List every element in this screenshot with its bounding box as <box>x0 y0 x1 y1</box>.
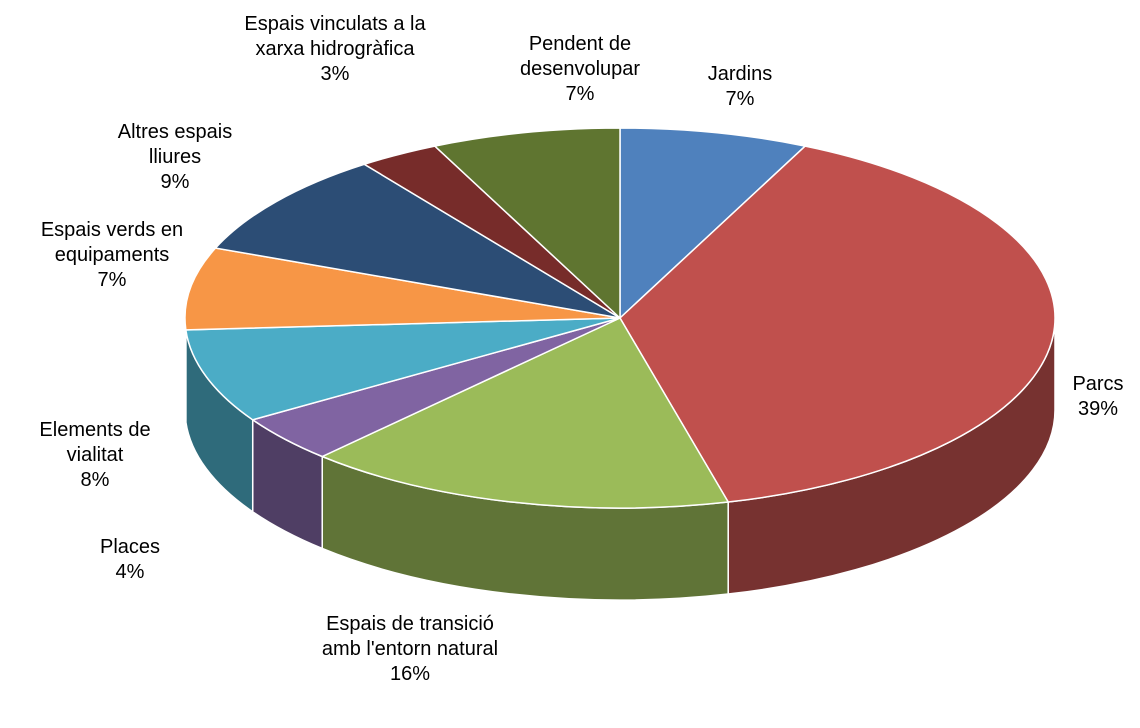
slice <box>320 317 730 509</box>
label-name: Parcs <box>1072 373 1124 395</box>
data-label: Jardins 7% <box>680 62 800 112</box>
data-label: Espais vinculats a la xarxa hidrogràfica… <box>220 12 450 87</box>
data-label: Elements de vialitat 8% <box>15 418 175 493</box>
label-name: Places <box>99 536 161 558</box>
label-value: 16% <box>389 663 431 685</box>
label-name: Espais de transició amb l'entorn natural <box>321 613 499 660</box>
label-name: Espais vinculats a la xarxa hidrogràfica <box>244 13 426 60</box>
label-value: 7% <box>725 88 755 110</box>
label-value: 3% <box>320 63 350 85</box>
label-value: 4% <box>115 561 145 583</box>
label-name: Pendent de desenvolupar <box>519 33 641 80</box>
label-name: Jardins <box>707 63 773 85</box>
slice <box>184 317 621 421</box>
label-name: Altres espais lliures <box>117 121 233 168</box>
data-label: Espais verds en equipaments 7% <box>12 218 212 293</box>
slice <box>184 247 621 331</box>
slice <box>214 163 621 319</box>
data-label: Places 4% <box>80 535 180 585</box>
data-label: Altres espais lliures 9% <box>93 120 258 195</box>
slice <box>433 127 621 320</box>
data-label: Pendent de desenvolupar 7% <box>495 32 665 107</box>
label-value: 7% <box>97 269 127 291</box>
label-value: 7% <box>565 83 595 105</box>
data-label: Parcs 39% <box>1048 372 1140 422</box>
label-name: Elements de vialitat <box>39 419 151 466</box>
label-value: 8% <box>80 469 110 491</box>
label-value: 39% <box>1077 398 1119 420</box>
slice <box>619 127 807 320</box>
data-label: Espais de transició amb l'entorn natural… <box>320 612 500 687</box>
slice <box>619 145 1056 503</box>
label-value: 9% <box>160 171 190 193</box>
label-name: Espais verds en equipaments <box>40 219 184 266</box>
